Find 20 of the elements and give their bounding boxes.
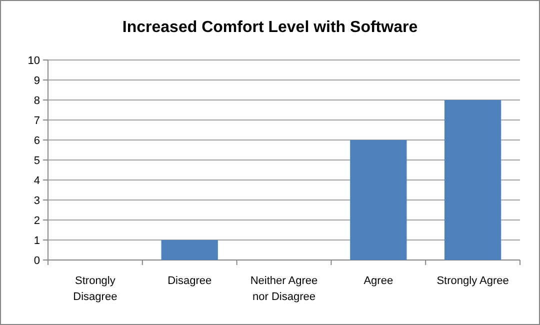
x-tick-label: Agree (364, 275, 394, 287)
y-tick-label: 8 (34, 94, 40, 107)
y-tick-label: 0 (34, 254, 40, 267)
y-tick-label: 7 (34, 114, 40, 127)
x-tick-label: Strongly Agree (436, 275, 509, 287)
y-tick-label: 2 (34, 214, 40, 227)
y-tick-label: 10 (28, 54, 40, 67)
y-tick-label: 6 (34, 134, 40, 147)
chart-title: Increased Comfort Level with Software (122, 19, 418, 36)
x-tick-label: Strongly Disagree (73, 275, 118, 303)
y-tick-label: 9 (34, 74, 40, 87)
bar (350, 140, 407, 260)
x-tick-label: Neither Agree nor Disagree (250, 275, 318, 303)
y-tick-label: 4 (34, 174, 40, 187)
y-tick-label: 3 (34, 194, 40, 207)
y-tick-label: 5 (34, 154, 40, 167)
bar (444, 100, 502, 260)
bar (161, 240, 218, 260)
y-tick-label: 1 (34, 234, 40, 247)
x-tick-label: Disagree (168, 275, 212, 287)
